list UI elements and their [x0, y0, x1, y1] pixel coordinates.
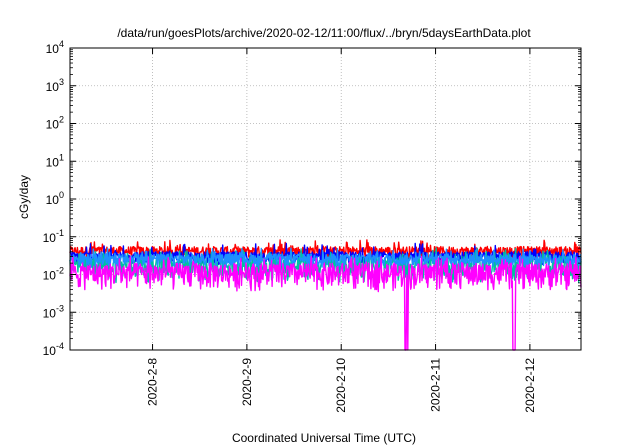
y-tick-exponent: -4	[56, 341, 64, 351]
y-tick-base: 10	[43, 269, 57, 283]
y-tick-exponent: 1	[59, 152, 64, 162]
y-tick-label: 102	[46, 115, 64, 132]
y-axis-label: cGy/day	[17, 175, 31, 219]
y-tick-exponent: -1	[56, 228, 64, 238]
y-tick-base: 10	[46, 42, 60, 56]
y-tick-base: 10	[46, 80, 60, 94]
y-tick-base: 10	[43, 231, 57, 245]
series-layer	[69, 239, 582, 351]
x-axis-label: Coordinated Universal Time (UTC)	[232, 431, 416, 445]
x-tick-label: 2020-2-8	[146, 358, 160, 406]
y-tick-label: 101	[46, 152, 64, 169]
y-tick-label: 10-1	[43, 228, 64, 245]
axis-ticks	[70, 47, 581, 351]
y-tick-base: 10	[43, 306, 57, 320]
y-tick-label: 10-3	[43, 303, 64, 320]
y-tick-label: 103	[46, 77, 64, 94]
x-tick-label: 2020-2-9	[240, 358, 254, 406]
y-tick-label: 10-2	[43, 266, 64, 283]
x-tick-label: 2020-2-10	[334, 358, 348, 413]
x-tick-label: 2020-2-12	[523, 358, 537, 413]
y-tick-base: 10	[43, 344, 57, 358]
y-tick-exponent: 0	[59, 190, 64, 200]
y-tick-label: 10-4	[43, 341, 64, 358]
y-tick-exponent: 3	[59, 77, 64, 87]
x-tick-label: 2020-2-11	[429, 358, 443, 412]
chart-title: /data/run/goesPlots/archive/2020-02-12/1…	[117, 26, 531, 40]
y-tick-exponent: 4	[59, 39, 64, 49]
y-tick-exponent: 2	[59, 115, 64, 125]
series-line-4	[69, 247, 582, 268]
y-tick-exponent: -2	[56, 266, 64, 276]
y-tick-base: 10	[46, 155, 60, 169]
y-tick-exponent: -3	[56, 303, 64, 313]
y-tick-base: 10	[46, 193, 60, 207]
y-tick-label: 104	[46, 39, 64, 56]
series-line-5	[69, 255, 582, 351]
y-tick-label: 100	[46, 190, 64, 207]
gridlines	[70, 48, 581, 350]
y-tick-base: 10	[46, 118, 60, 132]
x-axis-tick-labels: 2020-2-8 2020-2-9 2020-2-10 2020-2-11 2020-2…	[146, 358, 537, 413]
